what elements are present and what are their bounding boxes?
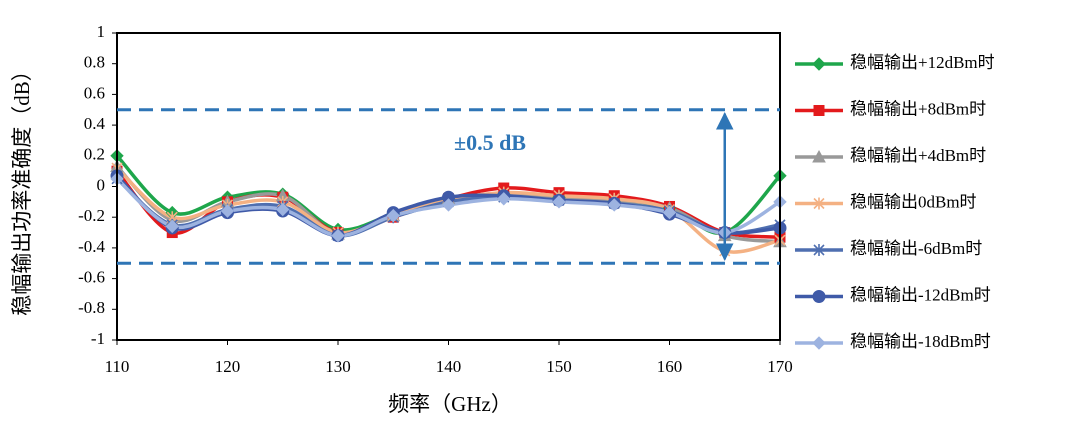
- point: [276, 202, 290, 217]
- y-tick-label: 0.4: [84, 114, 106, 133]
- x-tick-label: 110: [105, 357, 130, 376]
- y-tick-label: 0.2: [84, 145, 105, 164]
- point: [441, 198, 456, 212]
- point: [607, 198, 621, 212]
- y-tick-label: 1: [97, 22, 106, 41]
- point: [220, 204, 235, 218]
- annotation: ±0.5 dB: [454, 130, 526, 155]
- point: [165, 219, 179, 234]
- x-tick-label: 170: [767, 357, 793, 376]
- legend-label: 稳幅输出+8dBm时: [850, 99, 986, 118]
- x-tick-label: 160: [657, 357, 683, 376]
- x-tick-label: 120: [215, 357, 241, 376]
- y-axis-title: 稳幅输出功率准确度（dB）: [10, 60, 34, 316]
- legend-marker: [813, 197, 825, 210]
- x-tick-label: 150: [546, 357, 572, 376]
- legend-marker: [812, 290, 826, 303]
- legend-label: 稳幅输出-6dBm时: [850, 239, 982, 258]
- y-tick-label: 0.8: [84, 53, 105, 72]
- y-tick-label: 0.6: [84, 83, 105, 102]
- x-axis-title: 频率（GHz）: [388, 392, 512, 416]
- y-tick-label: -0.2: [78, 206, 105, 225]
- point: [331, 228, 345, 243]
- legend-label: 稳幅输出0dBm时: [850, 192, 977, 211]
- legend-label: 稳幅输出+12dBm时: [850, 53, 995, 72]
- y-tick-label: 0: [97, 175, 106, 194]
- plot-frame: [116, 32, 781, 341]
- y-tick-label: -0.8: [78, 298, 105, 317]
- legend-marker: [812, 149, 826, 163]
- point: [497, 192, 511, 206]
- point: [662, 205, 677, 220]
- legend-marker: [812, 336, 826, 350]
- y-tick-label: -0.6: [78, 268, 105, 287]
- legend-marker: [813, 105, 825, 116]
- x-tick-label: 140: [436, 357, 462, 376]
- legend-label: 稳幅输出-18dBm时: [850, 332, 991, 351]
- legend-marker: [813, 244, 825, 256]
- y-tick-label: -1: [91, 329, 105, 348]
- point: [552, 195, 566, 209]
- y-tick-label: -0.4: [78, 237, 105, 256]
- legend-label: 稳幅输出+4dBm时: [850, 146, 986, 165]
- legend-label: 稳幅输出-12dBm时: [850, 285, 991, 304]
- x-tick-label: 130: [325, 357, 351, 376]
- point: [386, 208, 400, 223]
- legend-marker: [812, 57, 826, 71]
